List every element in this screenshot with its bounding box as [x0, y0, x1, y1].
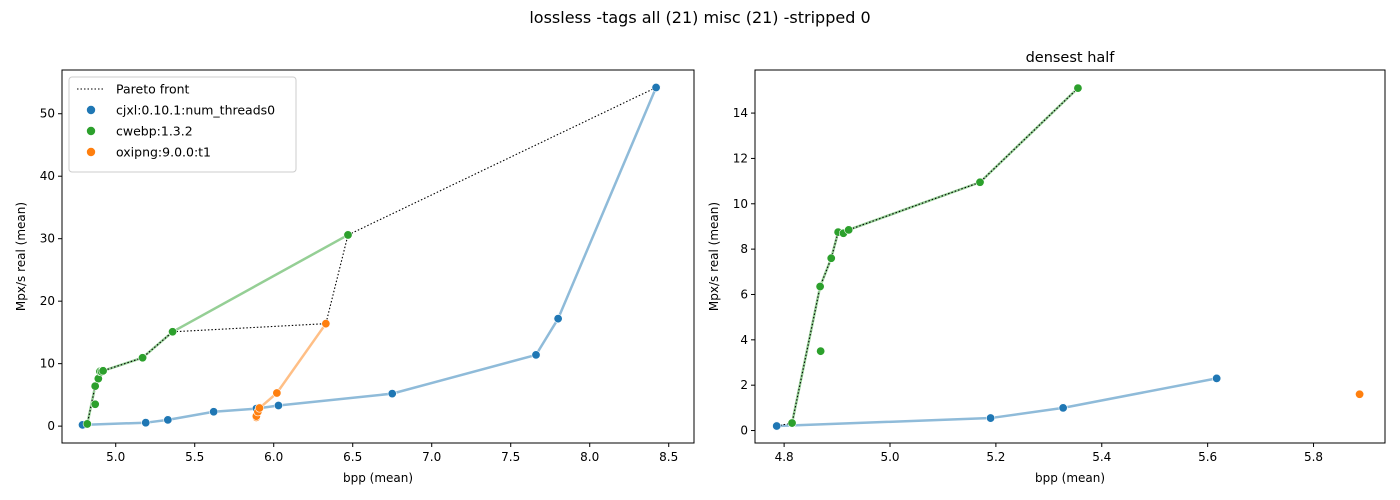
y-tick-label: 14 — [733, 106, 748, 120]
y-tick-label: 10 — [40, 357, 55, 371]
data-point-cjxl — [651, 82, 661, 92]
legend-entry-label: Pareto front — [116, 82, 190, 97]
data-point-cwebp — [826, 253, 836, 263]
y-axis-label: Mpx/s real (mean) — [707, 202, 721, 311]
x-tick-label: 5.0 — [106, 450, 125, 464]
data-point-oxipng — [272, 388, 282, 398]
x-tick-label: 5.5 — [185, 450, 204, 464]
data-point-cwebp — [82, 419, 92, 429]
data-point-cjxl — [1058, 403, 1068, 413]
chart-panel-densest-half: 4.8 5.0 5.2 5.4 5.6 5.8 0 2 4 6 8 10 12 14 bpp (mean) M… — [707, 50, 1386, 485]
data-point-cjxl — [772, 421, 782, 431]
legend-entry-label: oxipng:9.0.0:t1 — [116, 145, 211, 160]
data-point-oxipng — [255, 403, 265, 413]
x-tick-label: 7.5 — [501, 450, 520, 464]
legend-entry-label: cjxl:0.10.1:num_threads0 — [116, 103, 275, 118]
legend-marker-oxipng — [86, 147, 96, 157]
data-point-cwebp — [168, 327, 178, 337]
data-point-cwebp — [1073, 83, 1083, 93]
y-tick-label: 20 — [40, 294, 55, 308]
data-point-cwebp — [90, 381, 100, 391]
data-point-cwebp — [816, 346, 826, 356]
data-point-oxipng — [321, 319, 331, 329]
panel-title: densest half — [1026, 50, 1116, 66]
axes-frame — [754, 69, 1386, 444]
data-point-cwebp — [98, 366, 108, 376]
data-point-cjxl — [163, 415, 173, 425]
data-point-cjxl — [209, 407, 219, 417]
y-tick-label: 10 — [733, 197, 748, 211]
x-tick-label: 5.0 — [880, 450, 899, 464]
legend-entry-label: cwebp:1.3.2 — [116, 124, 193, 139]
series-line-cjxl — [82, 87, 658, 427]
y-tick-label: 8 — [740, 242, 748, 256]
y-tick-label: 0 — [47, 419, 55, 433]
data-point-cwebp — [343, 230, 353, 240]
y-tick-label: 4 — [740, 333, 748, 347]
data-point-cwebp — [138, 353, 148, 363]
legend-marker-cjxl — [86, 105, 96, 115]
data-point-cjxl — [1212, 373, 1222, 383]
y-tick-label: 12 — [733, 151, 748, 165]
data-point-cjxl — [553, 314, 563, 324]
legend-marker-cwebp — [86, 126, 96, 136]
x-tick-label: 6.5 — [343, 450, 362, 464]
legend-box — [68, 76, 297, 173]
y-axis-label: Mpx/s real (mean) — [14, 202, 28, 311]
chart-panel-main: 5.0 5.5 6.0 6.5 7.0 7.5 8.0 8.5 0 10 20 30 40 50 bpp (… — [14, 69, 695, 485]
data-point-cwebp — [787, 418, 797, 428]
data-point-oxipng — [1355, 389, 1365, 399]
x-tick-label: 7.0 — [422, 450, 441, 464]
x-tick-label: 8.5 — [659, 450, 678, 464]
x-tick-label: 6.0 — [264, 450, 283, 464]
data-point-cjxl — [387, 389, 397, 399]
x-tick-label: 8.0 — [580, 450, 599, 464]
data-point-cwebp — [975, 177, 985, 187]
x-axis-label: bpp (mean) — [343, 471, 413, 485]
data-point-cwebp — [90, 399, 100, 409]
data-point-cjxl — [273, 401, 283, 411]
y-tick-label: 0 — [740, 424, 748, 438]
y-tick-label: 50 — [40, 107, 55, 121]
y-tick-label: 40 — [40, 169, 55, 183]
data-point-cjxl — [986, 413, 996, 423]
series-line-cjxl — [776, 377, 1217, 428]
data-point-cwebp — [815, 282, 825, 292]
series-line-cwebp — [86, 233, 349, 425]
data-point-cjxl — [531, 350, 541, 360]
y-tick-label: 2 — [740, 378, 748, 392]
pareto-front-line — [776, 87, 1079, 427]
y-tick-label: 30 — [40, 232, 55, 246]
figure-suptitle: lossless -tags all (21) misc (21) -strip… — [529, 8, 870, 27]
x-tick-label: 5.6 — [1198, 450, 1217, 464]
axes-frame — [61, 69, 695, 444]
y-tick-label: 6 — [740, 287, 748, 301]
data-point-cwebp — [844, 225, 854, 235]
x-axis-label: bpp (mean) — [1035, 471, 1105, 485]
x-tick-label: 5.4 — [1092, 450, 1111, 464]
data-point-cjxl — [141, 418, 151, 428]
x-tick-label: 5.2 — [986, 450, 1005, 464]
x-tick-label: 5.8 — [1304, 450, 1323, 464]
series-line-cwebp — [790, 87, 1079, 424]
x-tick-label: 4.8 — [775, 450, 794, 464]
